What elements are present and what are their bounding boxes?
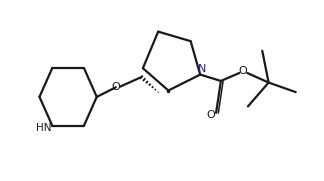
Text: O: O: [239, 66, 248, 76]
Text: O: O: [206, 110, 215, 120]
Text: O: O: [111, 82, 120, 92]
Text: N: N: [198, 64, 206, 74]
Text: HN: HN: [36, 123, 51, 133]
